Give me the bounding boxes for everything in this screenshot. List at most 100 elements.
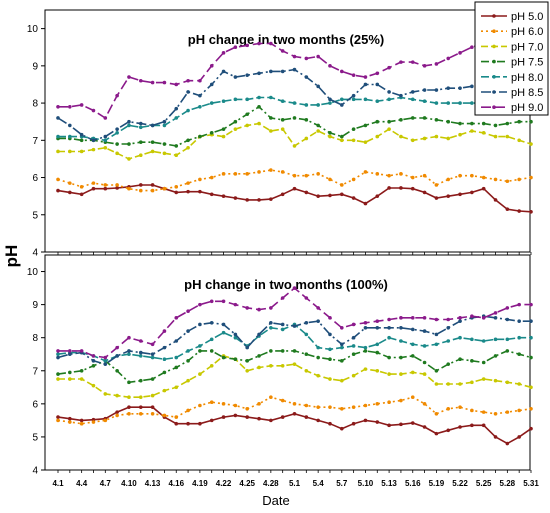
series-marker (328, 101, 332, 105)
series-marker (470, 314, 474, 318)
series-marker (446, 325, 451, 330)
legend-box (474, 1, 549, 116)
series-marker (150, 411, 155, 416)
series-marker (363, 367, 368, 371)
x-tick-label: 5.4 (313, 479, 325, 488)
series-marker (493, 378, 498, 383)
x-tick-label: 5.31 (523, 479, 539, 488)
series-marker (517, 119, 521, 124)
x-tick-label: 4.4 (76, 479, 88, 488)
series-marker (410, 175, 415, 180)
x-tick-label: 5.13 (381, 479, 397, 488)
series-marker (387, 65, 391, 70)
series-marker (328, 377, 332, 381)
series-marker (245, 345, 249, 350)
series-marker (481, 131, 486, 135)
series-marker (387, 400, 391, 404)
series-marker (68, 377, 72, 381)
y-tick-label: 4 (32, 466, 38, 477)
series-marker (186, 349, 190, 353)
series-marker (316, 194, 320, 198)
series-marker (138, 121, 143, 126)
series-marker (328, 332, 332, 337)
x-tick-label: 4.22 (216, 479, 232, 488)
series-marker (410, 316, 415, 320)
series-marker (387, 173, 391, 178)
series-marker (186, 90, 190, 94)
series-marker (68, 420, 72, 424)
series-marker (103, 134, 108, 139)
chart-title: pH change in two months (100%) (184, 277, 388, 292)
series-marker (410, 342, 415, 347)
legend-label: pH 6.0 (511, 26, 543, 38)
series-marker (492, 44, 496, 49)
series-marker (292, 362, 297, 366)
series-marker (115, 183, 119, 187)
series-marker (505, 337, 510, 342)
series-marker (245, 172, 249, 176)
series-marker (363, 349, 368, 353)
series-marker (316, 373, 320, 378)
series-marker (304, 190, 309, 195)
series-marker (198, 302, 202, 307)
series-marker (245, 415, 249, 419)
series-marker (410, 116, 415, 120)
series-marker (56, 352, 60, 357)
series-marker (162, 329, 167, 333)
series-marker (434, 101, 439, 105)
series-marker (138, 405, 143, 409)
series-marker (174, 190, 179, 195)
y-axis-label: pH (2, 245, 21, 268)
series-marker (446, 317, 451, 322)
x-tick-label: 4.25 (239, 479, 255, 488)
series-marker (458, 319, 462, 323)
series-marker (422, 344, 427, 348)
series-marker (186, 378, 190, 383)
series-marker (363, 403, 368, 408)
series-marker (399, 325, 403, 330)
series-marker (56, 355, 60, 360)
series-marker (233, 119, 238, 124)
x-tick-label: 4.1 (52, 479, 64, 488)
series-marker (221, 355, 226, 360)
series-marker (257, 71, 261, 76)
series-marker (174, 385, 179, 390)
series-marker (103, 183, 108, 187)
series-marker (410, 421, 415, 425)
series-marker (458, 316, 462, 320)
series-marker (138, 395, 143, 400)
series-marker (492, 14, 496, 18)
series-marker (517, 335, 521, 340)
series-marker (127, 411, 131, 416)
series-marker (68, 370, 72, 375)
series-marker (209, 82, 214, 87)
series-marker (245, 359, 249, 363)
series-marker (422, 425, 427, 429)
series-marker (470, 101, 474, 105)
series-marker (422, 360, 427, 365)
legend-label: pH 9.0 (511, 102, 543, 114)
series-marker (399, 398, 403, 403)
series-marker (245, 73, 249, 77)
series-marker (481, 410, 486, 414)
series-marker (505, 410, 510, 414)
x-tick-label: 4.19 (192, 479, 208, 488)
series-marker (529, 355, 533, 360)
series-marker (529, 175, 533, 180)
series-marker (351, 335, 356, 340)
series-marker (138, 153, 143, 157)
series-marker (198, 421, 202, 426)
series-marker (387, 90, 391, 94)
series-marker (517, 302, 521, 307)
series-marker (91, 186, 96, 191)
series-marker (103, 362, 108, 366)
series-marker (115, 186, 119, 190)
series-marker (363, 97, 368, 102)
series-marker (470, 423, 474, 428)
series-marker (340, 192, 344, 197)
series-marker (198, 78, 202, 83)
series-marker (304, 136, 309, 141)
series-marker (410, 395, 415, 400)
series-marker (115, 368, 119, 373)
legend-label: pH 7.5 (511, 57, 543, 69)
